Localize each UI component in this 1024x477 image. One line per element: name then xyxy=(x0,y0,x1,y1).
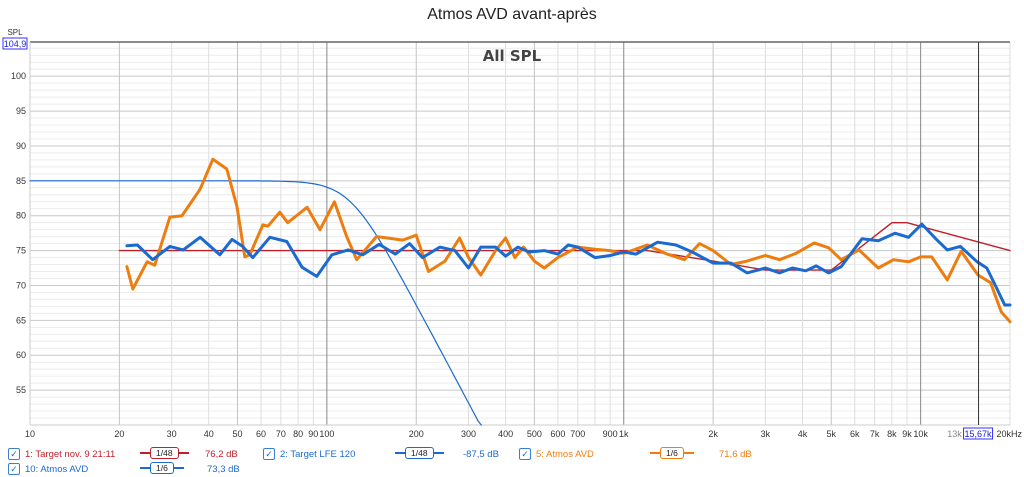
level-atmos-5: 71,6 dB xyxy=(719,449,752,460)
series-line-4 xyxy=(125,222,1012,307)
level-target: 76,2 dB xyxy=(205,449,238,460)
plot-subtitle: All SPL xyxy=(483,47,542,65)
x-tick-label: 5k xyxy=(827,429,837,439)
y-tick-label: 90 xyxy=(16,141,26,151)
x-tick-label: 300 xyxy=(461,429,476,439)
series-line-2 xyxy=(29,180,482,426)
checkbox-icon[interactable]: ✓ xyxy=(263,448,275,460)
x-tick-label: 6k xyxy=(850,429,860,439)
x-tick-label: 4k xyxy=(798,429,808,439)
x-tick-label: 8k xyxy=(887,429,897,439)
x-tick-label: 500 xyxy=(527,429,542,439)
x-tick-label: 400 xyxy=(498,429,513,439)
y-tick-label: 95 xyxy=(16,106,26,116)
smoothing-atmos-10[interactable]: 1/6 xyxy=(140,462,184,474)
x-tick-label: 20kHz xyxy=(996,429,1022,439)
x-tick-label: 10 xyxy=(25,429,35,439)
x-cursor-value: 15,67k xyxy=(965,429,993,439)
x-tick-label: 200 xyxy=(409,429,424,439)
x-tick-label: 50 xyxy=(233,429,243,439)
y-tick-label: 60 xyxy=(16,350,26,360)
level-lfe: -87,5 dB xyxy=(463,449,499,460)
x-tick-label: 80 xyxy=(293,429,303,439)
smoothing-target[interactable]: 1/48 xyxy=(140,447,189,459)
x-tick-label: 3k xyxy=(761,429,771,439)
x-tick-label: 700 xyxy=(570,429,585,439)
x-tick-label: 20 xyxy=(114,429,124,439)
y-tick-label: 70 xyxy=(16,280,26,290)
y-tick-label: 100 xyxy=(11,71,26,81)
x-tick-label: 30 xyxy=(167,429,177,439)
checkbox-icon[interactable]: ✓ xyxy=(519,448,531,460)
x-tick-label: 10k xyxy=(913,429,928,439)
x-tick-label: 13k xyxy=(947,429,962,439)
checkbox-icon[interactable]: ✓ xyxy=(8,463,20,475)
y-cursor-box xyxy=(2,37,28,50)
x-tick-label: 90 xyxy=(308,429,318,439)
smoothing-atmos-5[interactable]: 1/6 xyxy=(650,447,694,459)
x-tick-label: 100 xyxy=(319,429,334,439)
y-tick-label: 80 xyxy=(16,211,26,221)
legend-item-lfe[interactable]: ✓ 2: Target LFE 120 xyxy=(263,448,355,460)
x-tick-label: 60 xyxy=(256,429,266,439)
chart-title: Atmos AVD avant-après xyxy=(427,6,597,23)
smoothing-lfe[interactable]: 1/48 xyxy=(395,447,444,459)
x-tick-label: 600 xyxy=(550,429,565,439)
y-tick-label: 55 xyxy=(16,385,26,395)
x-tick-label: 70 xyxy=(276,429,286,439)
legend-item-atmos-10[interactable]: ✓ 10: Atmos AVD xyxy=(8,463,88,475)
y-tick-label: 85 xyxy=(16,176,26,186)
legend-item-target[interactable]: ✓ 1: Target nov. 9 21:11 xyxy=(8,448,115,460)
level-atmos-10: 73,3 dB xyxy=(207,464,240,475)
checkbox-icon[interactable]: ✓ xyxy=(8,448,20,460)
y-axis-label: SPL xyxy=(7,28,23,37)
legend-item-atmos-5[interactable]: ✓ 5: Atmos AVD xyxy=(519,448,594,460)
x-cursor-box xyxy=(963,427,994,440)
y-cursor-value: 104,9 xyxy=(4,39,27,49)
x-tick-label: 40 xyxy=(204,429,214,439)
y-tick-label: 65 xyxy=(16,315,26,325)
x-tick-label: 900 xyxy=(603,429,618,439)
y-tick-label: 75 xyxy=(16,246,26,256)
x-tick-label: 2k xyxy=(708,429,718,439)
x-tick-label: 7k xyxy=(870,429,880,439)
x-tick-label: 1k xyxy=(619,429,629,439)
x-tick-label: 9k xyxy=(902,429,912,439)
